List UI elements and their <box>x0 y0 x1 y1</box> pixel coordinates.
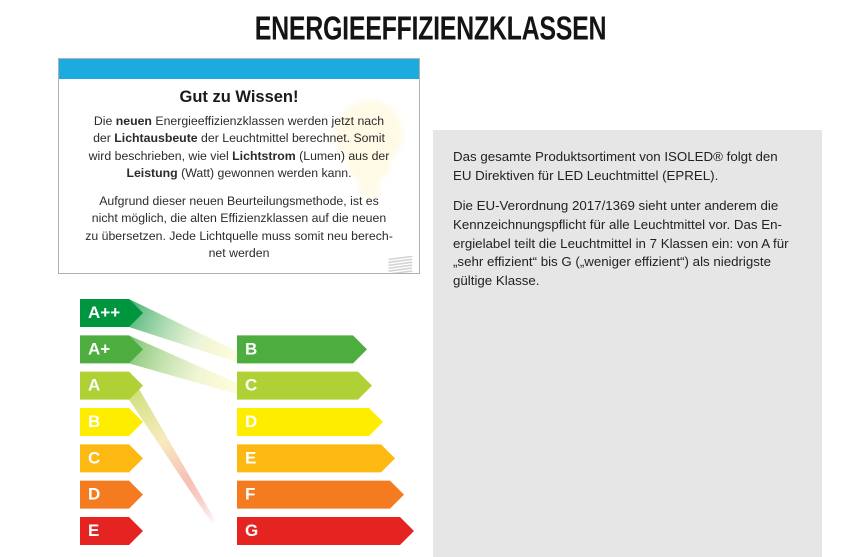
svg-text:A++: A++ <box>88 303 120 322</box>
svg-text:B: B <box>88 412 100 431</box>
svg-text:F: F <box>245 485 255 504</box>
svg-text:G: G <box>245 521 258 540</box>
svg-text:C: C <box>245 376 257 395</box>
svg-text:E: E <box>245 448 256 467</box>
svg-text:B: B <box>245 339 257 358</box>
svg-text:E: E <box>88 521 99 540</box>
svg-text:D: D <box>88 485 100 504</box>
svg-text:D: D <box>245 412 257 431</box>
svg-text:A+: A+ <box>88 339 110 358</box>
svg-text:C: C <box>88 448 100 467</box>
svg-text:A: A <box>88 376 100 395</box>
